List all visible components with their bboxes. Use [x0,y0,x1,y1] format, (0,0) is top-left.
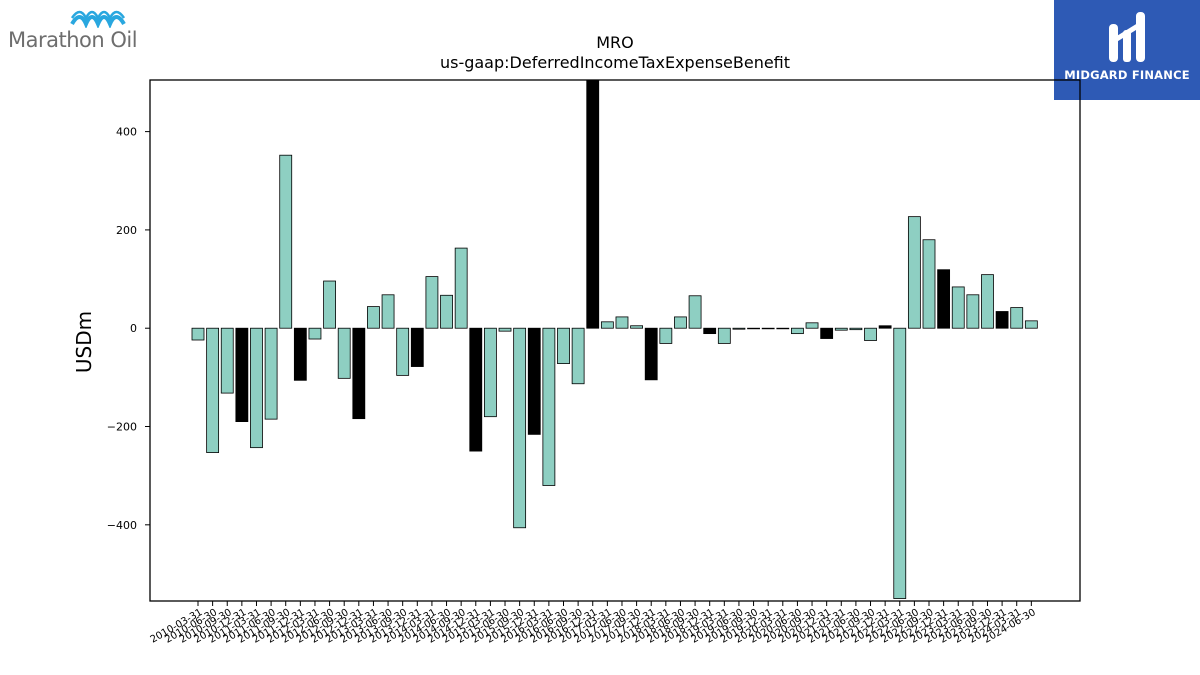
bar-2010-06-30 [206,327,220,453]
x-axis-ticks: 2010-03-312010-06-302010-09-302010-12-31… [149,601,1038,646]
bar-2019-06-30 [732,327,746,330]
bar-2017-09-30 [630,325,643,329]
bar-2017-12-31 [644,327,658,381]
bar-2013-03-31 [367,306,380,329]
bar-2014-09-30 [454,247,468,329]
bar-2019-03-31 [717,327,731,344]
midgard-finance-logo-text: MIDGARD FINANCE [1064,68,1190,82]
bar-2019-09-30 [747,327,760,330]
bar-2023-09-30 [981,274,994,329]
bar-2016-03-31 [542,327,556,486]
bar-2021-03-31 [834,327,848,331]
bar-2015-03-31 [483,327,497,418]
bar-2017-06-30 [615,316,629,329]
bar-2022-09-30 [922,239,936,329]
bar-2014-03-31 [425,276,439,329]
bar-2022-12-31 [937,269,951,329]
bar-2012-06-30 [323,280,336,329]
marathon-oil-logo-text: Marathon Oil [8,28,138,52]
bar-2020-09-30 [805,322,819,329]
y-tick-label: 200 [116,224,137,237]
marathon-oil-logo: Marathon Oil [6,6,156,56]
bar-2021-12-31 [878,325,892,329]
y-axis-label: USDm [72,311,96,373]
bar-2010-09-30 [220,327,234,394]
bar-2021-09-30 [864,327,877,341]
midgard-mark-icon [1109,12,1145,62]
bar-2012-12-31 [352,327,366,420]
y-tick-label: −400 [107,519,137,532]
bar-2024-06-30 [1024,320,1038,329]
bar-2015-12-31 [527,327,541,435]
bar-2022-03-31 [893,327,907,599]
chart-title: MRO [596,33,634,52]
bar-2013-09-30 [396,327,410,376]
bar-2020-06-30 [791,327,804,335]
bar-2023-06-30 [966,294,980,329]
y-tick-label: 400 [116,126,137,139]
bar-2015-06-30 [498,327,512,332]
bar-2014-12-31 [469,327,483,452]
bar-2022-06-30 [907,216,921,329]
bar-2018-03-31 [659,327,673,344]
bar-2013-06-30 [381,294,395,329]
bar-2013-12-31 [410,327,424,367]
bar-2012-03-31 [308,327,322,340]
plot-frame [149,79,1081,602]
bar-2015-09-30 [513,327,527,529]
bar-2023-12-31 [995,311,1009,329]
bar-2018-06-30 [674,316,687,329]
bar-2023-03-31 [951,286,965,329]
bar-2024-03-31 [1010,307,1024,329]
bar-2019-12-31 [761,327,775,330]
bar-2016-09-30 [571,327,585,385]
bar-2017-03-31 [600,321,614,329]
marathon-wave-icon [70,10,126,28]
y-tick-label: 0 [130,322,137,335]
midgard-finance-logo: MIDGARD FINANCE [1054,0,1200,100]
y-tick-label: −200 [107,421,137,434]
bar-2010-12-31 [235,327,249,422]
chart-subtitle: us-gaap:DeferredIncomeTaxExpenseBenefit [440,53,790,72]
y-axis-ticks: −400 −200 0 200 400 [107,126,150,532]
bar-series [191,80,1038,599]
bar-2011-12-31 [293,327,307,381]
bar-2016-06-30 [557,327,570,364]
bar-2012-09-30 [337,327,351,379]
bar-2018-09-30 [688,295,702,329]
bar-2011-03-31 [250,327,263,449]
bar-2020-12-31 [820,327,834,339]
bar-2018-12-31 [703,327,717,335]
bar-2021-06-30 [849,327,863,331]
bar-2020-03-31 [776,327,790,330]
bar-2010-03-31 [191,327,205,341]
bar-2014-06-30 [440,294,453,329]
bar-2011-09-30 [279,154,293,329]
bar-2011-06-30 [264,327,278,420]
bar-2016-12-31 [586,80,600,329]
